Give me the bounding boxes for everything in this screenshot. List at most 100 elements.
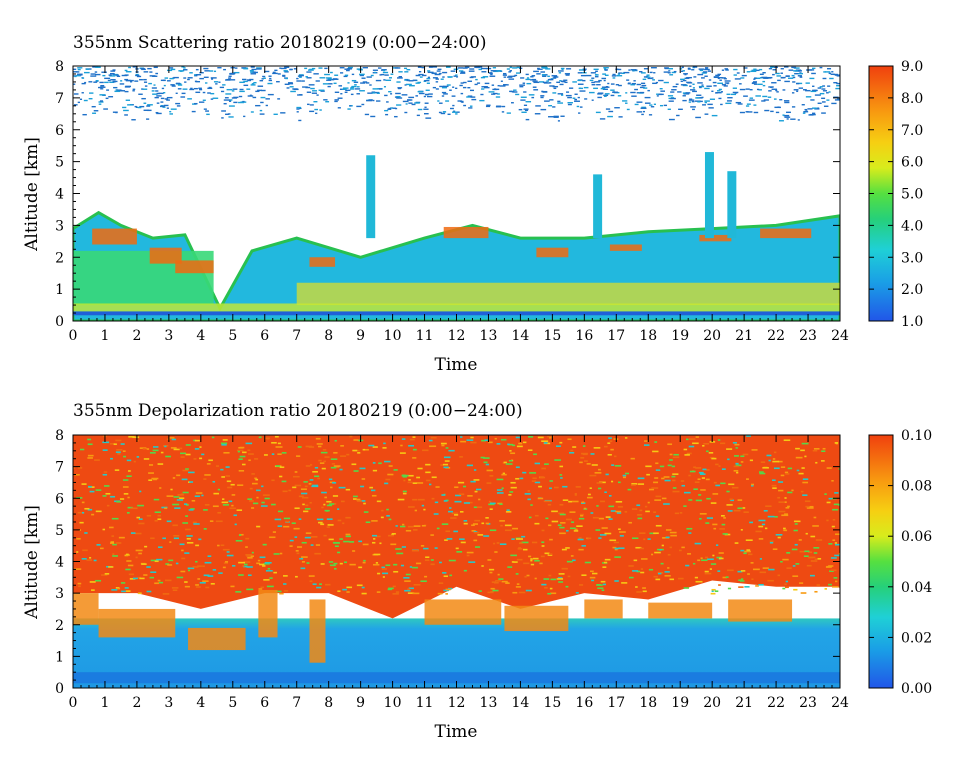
noise-speck bbox=[477, 534, 484, 536]
noise-speck bbox=[206, 113, 210, 116]
noise-speck bbox=[574, 100, 580, 102]
noise-speck bbox=[315, 112, 318, 115]
noise-speck bbox=[90, 73, 96, 75]
noise-speck bbox=[425, 556, 430, 559]
noise-speck bbox=[248, 459, 251, 462]
noise-speck bbox=[755, 585, 759, 587]
noise-speck bbox=[74, 75, 77, 78]
noise-speck bbox=[117, 587, 121, 590]
scattering-x-ticks: 0 1 2 3 4 5 6 7 8 9 10 11 12 13 14 15 16 17 18 19 20 21 22 23 24 bbox=[69, 66, 849, 344]
noise-speck bbox=[118, 89, 122, 91]
noise-speck bbox=[320, 563, 325, 565]
noise-speck bbox=[193, 87, 198, 90]
noise-speck bbox=[271, 503, 276, 506]
noise-speck bbox=[350, 93, 354, 96]
noise-speck bbox=[652, 450, 659, 453]
noise-speck bbox=[830, 569, 837, 572]
noise-speck bbox=[526, 574, 530, 577]
noise-speck bbox=[773, 451, 777, 454]
noise-speck bbox=[483, 535, 490, 537]
noise-speck bbox=[252, 96, 257, 99]
noise-speck bbox=[548, 104, 553, 107]
noise-speck bbox=[753, 68, 757, 70]
noise-speck bbox=[481, 565, 484, 567]
noise-speck bbox=[507, 76, 513, 78]
high-depol-patch bbox=[309, 599, 326, 663]
noise-speck bbox=[772, 487, 777, 489]
noise-speck bbox=[551, 75, 558, 77]
noise-speck bbox=[422, 449, 429, 452]
noise-speck bbox=[639, 547, 644, 550]
noise-speck bbox=[212, 97, 219, 99]
noise-speck bbox=[573, 530, 579, 532]
noise-speck bbox=[493, 581, 499, 584]
noise-speck bbox=[222, 439, 228, 441]
noise-speck bbox=[478, 590, 482, 592]
noise-speck bbox=[531, 480, 537, 482]
noise-speck bbox=[342, 88, 347, 90]
noise-speck bbox=[432, 66, 437, 68]
cloud-patch bbox=[699, 234, 732, 242]
noise-speck bbox=[532, 477, 537, 480]
noise-speck bbox=[515, 93, 520, 96]
noise-speck bbox=[173, 537, 179, 540]
noise-speck bbox=[641, 558, 648, 560]
noise-speck bbox=[296, 111, 299, 113]
noise-speck bbox=[725, 69, 729, 71]
noise-speck bbox=[192, 566, 199, 568]
noise-speck bbox=[696, 94, 702, 96]
noise-speck bbox=[89, 92, 94, 94]
noise-speck bbox=[726, 504, 733, 506]
noise-speck bbox=[243, 80, 248, 83]
noise-speck bbox=[445, 593, 448, 595]
noise-speck bbox=[677, 91, 682, 93]
noise-speck bbox=[602, 583, 607, 586]
noise-speck bbox=[541, 440, 549, 442]
noise-speck bbox=[660, 90, 666, 92]
noise-speck bbox=[392, 107, 396, 109]
noise-speck bbox=[467, 495, 473, 497]
noise-speck bbox=[181, 92, 186, 95]
noise-speck bbox=[415, 95, 419, 97]
x-tick-label: 23 bbox=[799, 695, 817, 711]
noise-speck bbox=[376, 100, 381, 102]
noise-speck bbox=[771, 88, 778, 90]
noise-speck bbox=[742, 453, 749, 456]
noise-speck bbox=[245, 546, 248, 548]
noise-speck bbox=[183, 77, 187, 79]
noise-speck bbox=[132, 88, 136, 90]
noise-speck bbox=[509, 66, 512, 69]
noise-speck bbox=[709, 98, 716, 100]
noise-speck bbox=[709, 568, 712, 570]
noise-speck bbox=[541, 541, 545, 544]
noise-speck bbox=[530, 79, 533, 81]
noise-speck bbox=[339, 468, 343, 471]
noise-speck bbox=[636, 570, 641, 573]
noise-speck bbox=[507, 566, 513, 568]
noise-speck bbox=[149, 452, 156, 454]
noise-speck bbox=[457, 67, 464, 69]
cloud-patch bbox=[609, 244, 642, 251]
noise-speck bbox=[474, 546, 481, 548]
noise-speck bbox=[839, 470, 840, 473]
noise-speck bbox=[547, 75, 550, 78]
noise-speck bbox=[812, 85, 815, 87]
noise-speck bbox=[817, 107, 820, 109]
noise-speck bbox=[612, 77, 616, 79]
noise-speck bbox=[423, 113, 429, 115]
noise-speck bbox=[698, 471, 704, 474]
noise-speck bbox=[814, 108, 820, 110]
noise-speck bbox=[337, 551, 341, 554]
noise-speck bbox=[188, 471, 195, 474]
noise-speck bbox=[392, 593, 399, 595]
noise-speck bbox=[272, 531, 277, 533]
noise-speck bbox=[598, 517, 604, 520]
noise-speck bbox=[567, 103, 572, 106]
noise-speck bbox=[81, 483, 87, 485]
noise-speck bbox=[669, 546, 672, 549]
noise-speck bbox=[176, 499, 184, 501]
noise-speck bbox=[794, 543, 798, 546]
noise-speck bbox=[830, 557, 837, 559]
noise-speck bbox=[486, 104, 491, 106]
noise-speck bbox=[401, 94, 408, 96]
